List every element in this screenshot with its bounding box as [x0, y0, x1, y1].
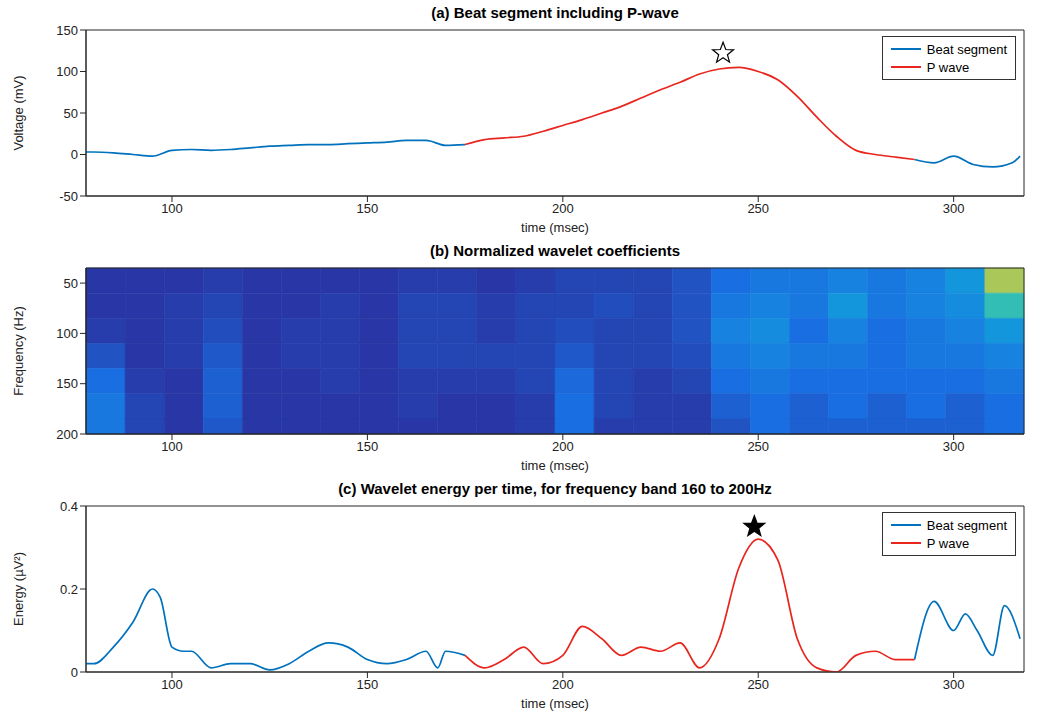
- html-text:P wave: P wave: [926, 59, 970, 75]
- svg-text:250: 250: [747, 439, 769, 454]
- html-text:P wave: P wave: [926, 535, 970, 551]
- svg-text:150: 150: [56, 376, 78, 391]
- svg-text:300: 300: [943, 201, 965, 216]
- svg-text:100: 100: [161, 677, 183, 692]
- svg-text:50: 50: [64, 106, 78, 121]
- svg-text:300: 300: [943, 439, 965, 454]
- svg-text:time (msec): time (msec): [521, 696, 589, 711]
- svg-text:200: 200: [56, 427, 78, 442]
- svg-text:100: 100: [161, 201, 183, 216]
- svg-text:0: 0: [71, 665, 78, 680]
- svg-text:time (msec): time (msec): [521, 458, 589, 473]
- svg-text:0.2: 0.2: [60, 582, 78, 597]
- svg-text:150: 150: [357, 201, 379, 216]
- svg-text:150: 150: [357, 439, 379, 454]
- svg-text:300: 300: [943, 677, 965, 692]
- svg-text:200: 200: [552, 201, 574, 216]
- svg-text:200: 200: [552, 677, 574, 692]
- svg-text:0: 0: [71, 147, 78, 162]
- svg-text:Voltage (mV): Voltage (mV): [11, 75, 26, 150]
- svg-text:250: 250: [747, 201, 769, 216]
- html-text:(b) Normalized wavelet coeffic: (b) Normalized wavelet coefficients: [430, 242, 680, 259]
- svg-text:Energy (µV²): Energy (µV²): [11, 552, 26, 626]
- svg-text:-50: -50: [59, 189, 78, 204]
- svg-text:150: 150: [357, 677, 379, 692]
- svg-text:150: 150: [56, 24, 78, 38]
- svg-text:50: 50: [64, 276, 78, 291]
- svg-text:100: 100: [56, 326, 78, 341]
- html-text:Beat segment: Beat segment: [926, 41, 1007, 57]
- svg-text:250: 250: [747, 677, 769, 692]
- svg-text:0.4: 0.4: [60, 500, 78, 514]
- svg-text:Frequency (Hz): Frequency (Hz): [11, 306, 26, 396]
- html-text:(c) Wavelet energy per time, f: (c) Wavelet energy per time, for frequen…: [338, 480, 772, 497]
- svg-text:100: 100: [161, 439, 183, 454]
- html-text:(a) Beat segment including P-w: (a) Beat segment including P-wave: [431, 4, 679, 21]
- html-text:Beat segment: Beat segment: [926, 517, 1007, 533]
- svg-text:100: 100: [56, 64, 78, 79]
- svg-text:time (msec): time (msec): [521, 220, 589, 235]
- svg-text:200: 200: [552, 439, 574, 454]
